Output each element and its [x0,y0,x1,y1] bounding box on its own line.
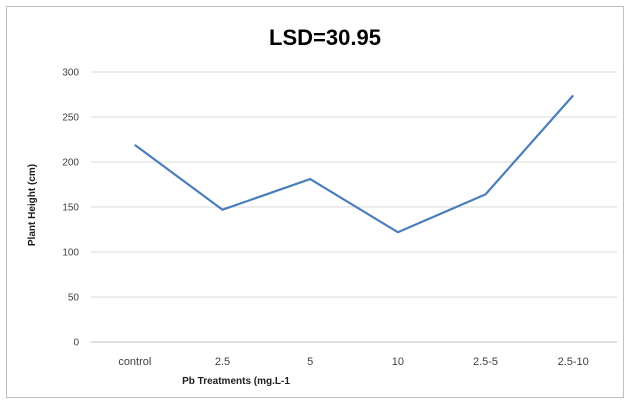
x-tick-label: 5 [307,356,313,368]
series-line [134,94,575,234]
line-chart: LSD=30.95 0 50 100 150 200 250 300 control 2.5 5… [27,25,617,387]
y-tick-label: 50 [68,293,80,304]
chart-frame: LSD=30.95 0 50 100 150 200 250 300 control 2.5 5… [6,6,624,398]
y-tick-label: 0 [73,338,79,349]
y-axis-label: Plant Height (cm) [27,164,38,246]
x-axis-ticks: control 2.5 5 10 2.5-5 2.5-10 [118,356,588,368]
x-tick-label: 2.5 [215,356,230,368]
y-tick-label: 150 [62,203,79,214]
y-tick-label: 100 [62,248,79,259]
y-tick-label: 300 [62,68,79,79]
x-tick-label: 10 [392,356,404,368]
y-axis-ticks: 0 50 100 150 200 250 300 [62,68,79,349]
x-tick-label: 2.5-5 [473,356,498,368]
chart-title: LSD=30.95 [269,25,381,50]
gridlines [91,71,617,343]
x-axis-label: Pb Treatments (mg.L-1 [182,376,290,387]
x-tick-label: 2.5-10 [558,356,589,368]
x-tick-label: control [118,356,151,368]
y-tick-label: 250 [62,113,79,124]
series-layer [134,94,575,234]
y-tick-label: 200 [62,158,79,169]
